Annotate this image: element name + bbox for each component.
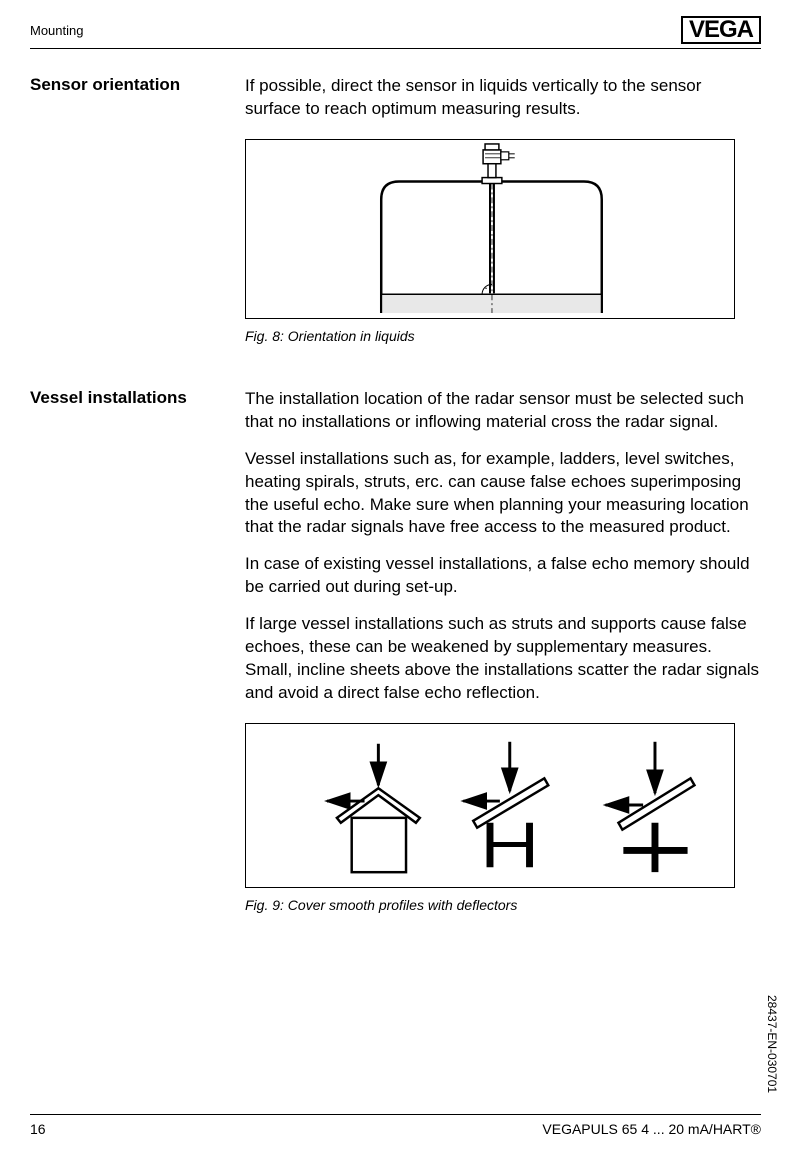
figure-8-svg — [246, 140, 734, 318]
vessel-installations-para4: If large vessel installations such as st… — [245, 613, 761, 705]
sensor-orientation-label: Sensor orientation — [30, 75, 245, 364]
figure-8 — [245, 139, 735, 319]
figure-9-caption: Fig. 9: Cover smooth profiles with defle… — [245, 896, 761, 915]
vessel-installations-label: Vessel installations — [30, 388, 245, 933]
figure-8-caption: Fig. 8: Orientation in liquids — [245, 327, 761, 346]
sensor-orientation-para1: If possible, direct the sensor in liquid… — [245, 75, 761, 121]
figure-9-svg — [246, 724, 734, 887]
page-number: 16 — [30, 1121, 46, 1137]
vessel-installations-para3: In case of existing vessel installations… — [245, 553, 761, 599]
document-code: 28437-EN-030701 — [765, 995, 779, 1093]
product-name: VEGAPULS 65 4 ... 20 mA/HART® — [542, 1121, 761, 1137]
vessel-installations-para1: The installation location of the radar s… — [245, 388, 761, 434]
figure-9 — [245, 723, 735, 888]
vega-logo: VEGA — [681, 16, 761, 44]
vessel-installations-para2: Vessel installations such as, for exampl… — [245, 448, 761, 540]
header-section: Mounting — [30, 23, 83, 38]
